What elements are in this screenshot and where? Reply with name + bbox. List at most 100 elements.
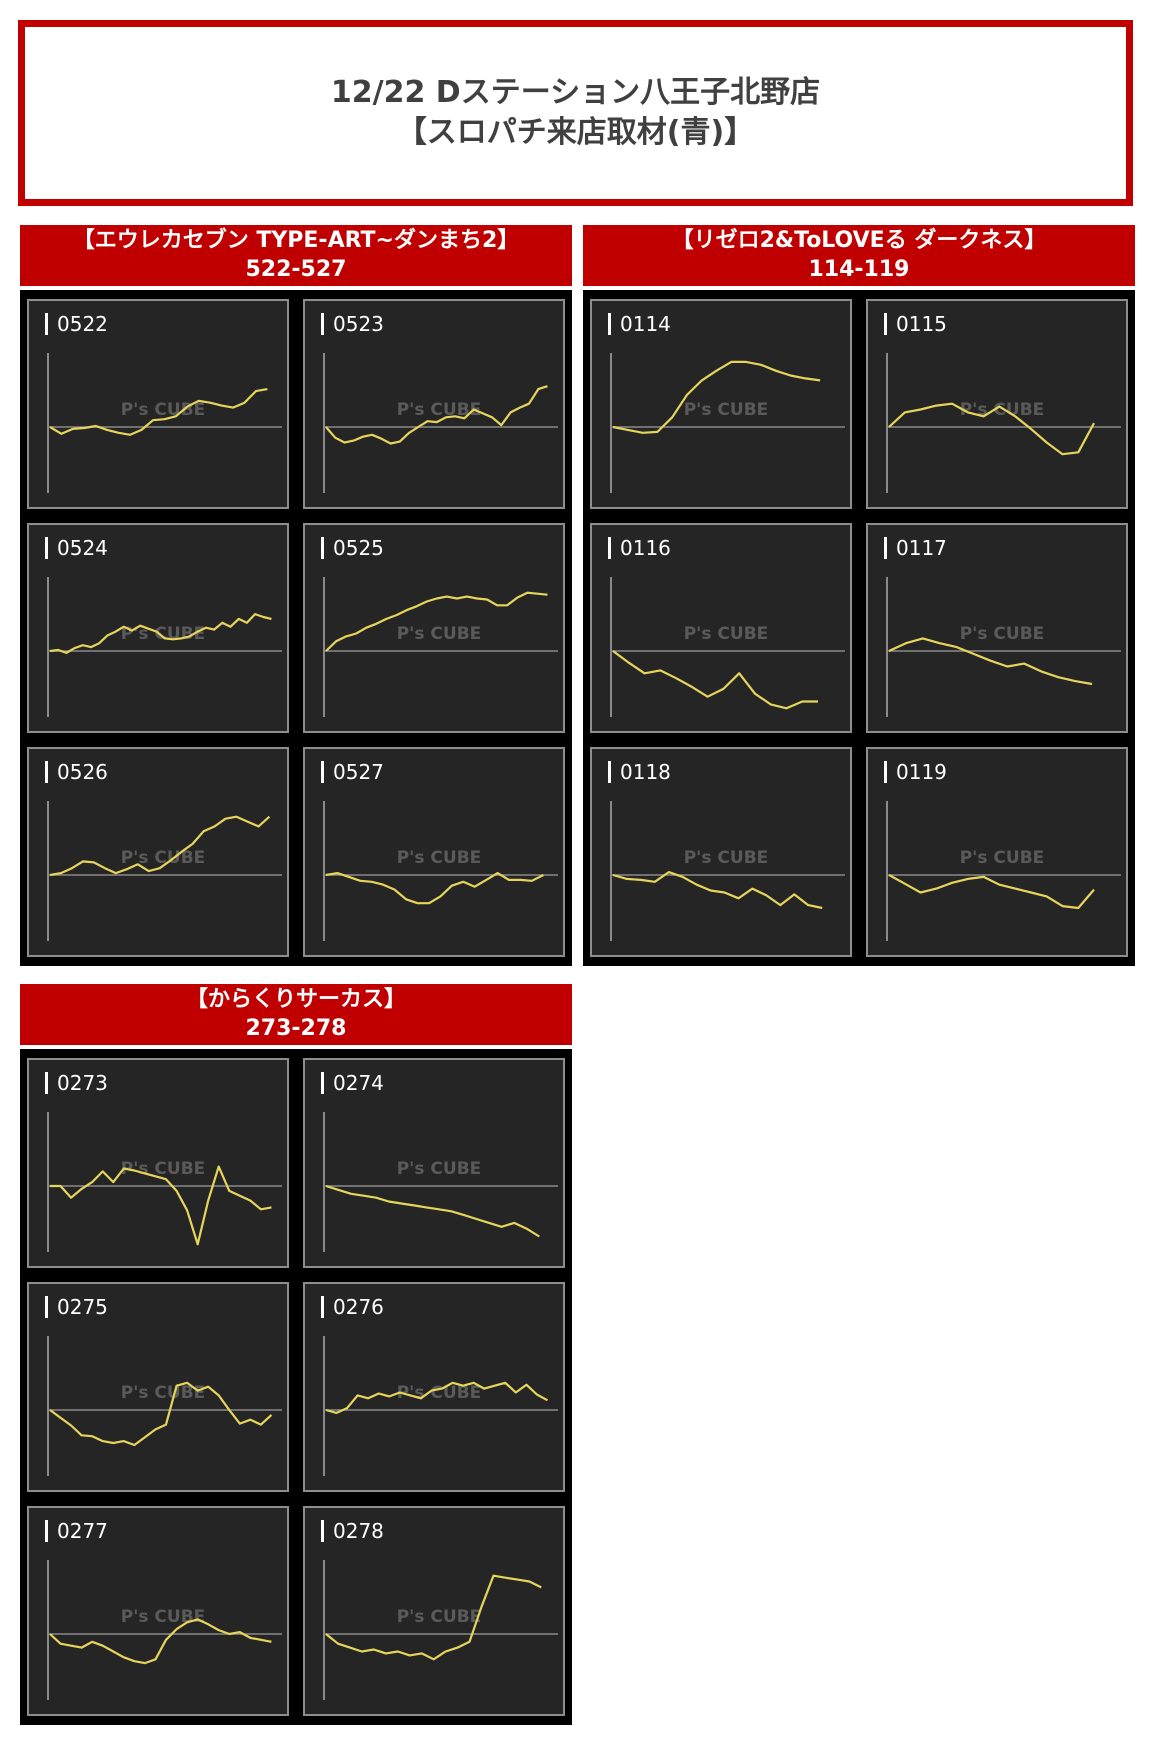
machine-number-label: 0118 [608,760,671,784]
chart-panel: 0525 P's CUBE [303,523,565,733]
watermark-logo: P's CUBE [684,624,769,644]
data-series-line [49,815,271,877]
line-chart: P's CUBE [886,353,1121,493]
chart-panel: 0277 P's CUBE [27,1506,289,1716]
machine-number-label: 0275 [45,1295,108,1319]
data-series-line [612,360,821,434]
machine-number-label: 0115 [884,312,947,336]
data-series-line [325,1574,542,1661]
line-chart: P's CUBE [47,801,282,941]
machine-number-label: 0274 [321,1071,384,1095]
chart-panel: 0526 P's CUBE [27,747,289,957]
data-series-line [888,402,1095,456]
machine-number-label: 0117 [884,536,947,560]
machine-number-label: 0116 [608,536,671,560]
line-chart: P's CUBE [47,1112,282,1252]
watermark-logo: P's CUBE [397,1159,482,1179]
machine-number-label: 0119 [884,760,947,784]
data-series-line [612,650,818,710]
machine-number-label: 0276 [321,1295,384,1319]
data-series-line [325,385,548,445]
watermark-logo: P's CUBE [121,1607,206,1627]
watermark-logo: P's CUBE [684,400,769,420]
data-series-line [50,1165,272,1246]
line-chart: P's CUBE [610,801,845,941]
machine-number-label: 0524 [45,536,108,560]
chart-panel: 0522 P's CUBE [27,299,289,509]
watermark-logo: P's CUBE [121,624,206,644]
machine-number-label: 0273 [45,1071,108,1095]
data-series-line [325,871,544,905]
machine-number-label: 0522 [45,312,108,336]
watermark-logo: P's CUBE [397,848,482,868]
group-range: 522-527 [245,257,347,282]
line-chart: P's CUBE [47,577,282,717]
data-series-line [888,637,1093,686]
line-chart: P's CUBE [323,801,558,941]
watermark-logo: P's CUBE [684,848,769,868]
line-chart: P's CUBE [47,1560,282,1700]
chart-panel: 0275 P's CUBE [27,1282,289,1492]
chart-panel: 0115 P's CUBE [866,299,1128,509]
chart-panel: 0117 P's CUBE [866,523,1128,733]
watermark-logo: P's CUBE [121,848,206,868]
data-series-line [49,1381,273,1447]
data-series-line [325,1381,549,1414]
chart-panel: 0524 P's CUBE [27,523,289,733]
watermark-logo: P's CUBE [960,624,1045,644]
machine-number-label: 0525 [321,536,384,560]
watermark-logo: P's CUBE [397,400,482,420]
data-series-line [49,612,272,655]
chart-panel: 0276 P's CUBE [303,1282,565,1492]
group-title: 【リゼロ2&ToLOVEる ダークネス】 [671,228,1047,253]
data-series-line [612,870,823,910]
group-title: 【エウレカセブン TYPE-ART~ダンまち2】 [72,228,520,253]
watermark-logo: P's CUBE [397,1607,482,1627]
watermark-logo: P's CUBE [121,1383,206,1403]
line-chart: P's CUBE [610,577,845,717]
group-title: 【からくりサーカス】 [185,987,406,1012]
chart-panel: 0119 P's CUBE [866,747,1128,957]
group-header-2: 【リゼロ2&ToLOVEる ダークネス】 114-119 [583,225,1135,286]
data-series-line [49,388,268,436]
chart-panel: 0114 P's CUBE [590,299,852,509]
data-series-line [49,1618,272,1665]
watermark-logo: P's CUBE [121,1159,206,1179]
line-chart: P's CUBE [323,1336,558,1476]
chart-panel: 0116 P's CUBE [590,523,852,733]
chart-panel: 0527 P's CUBE [303,747,565,957]
watermark-logo: P's CUBE [960,400,1045,420]
line-chart: P's CUBE [886,577,1121,717]
watermark-logo: P's CUBE [397,624,482,644]
machine-number-label: 0523 [321,312,384,336]
machine-number-label: 0114 [608,312,671,336]
data-series-line [888,874,1095,910]
line-chart: P's CUBE [47,353,282,493]
chart-panel: 0278 P's CUBE [303,1506,565,1716]
page-subtitle: 【スロパチ来店取材(青)】 [396,115,755,150]
machine-number-label: 0277 [45,1519,108,1543]
machine-number-label: 0527 [321,760,384,784]
group-range: 273-278 [245,1016,347,1041]
group-range: 114-119 [808,257,910,282]
data-series-line [325,591,548,652]
group-header-1: 【エウレカセブン TYPE-ART~ダンまち2】 522-527 [20,225,572,286]
chart-panel: 0118 P's CUBE [590,747,852,957]
chart-panel: 0274 P's CUBE [303,1058,565,1268]
chart-panel: 0273 P's CUBE [27,1058,289,1268]
data-series-line [325,1184,540,1238]
machine-number-label: 0278 [321,1519,384,1543]
line-chart: P's CUBE [323,577,558,717]
chart-panel: 0523 P's CUBE [303,299,565,509]
watermark-logo: P's CUBE [397,1383,482,1403]
title-banner: 12/22 Dステーション八王子北野店 【スロパチ来店取材(青)】 [18,20,1133,206]
line-chart: P's CUBE [610,353,845,493]
page-title: 12/22 Dステーション八王子北野店 [330,75,821,110]
watermark-logo: P's CUBE [960,848,1045,868]
line-chart: P's CUBE [323,353,558,493]
line-chart: P's CUBE [323,1112,558,1252]
group-header-3: 【からくりサーカス】 273-278 [20,984,572,1045]
line-chart: P's CUBE [323,1560,558,1700]
line-chart: P's CUBE [47,1336,282,1476]
machine-number-label: 0526 [45,760,108,784]
